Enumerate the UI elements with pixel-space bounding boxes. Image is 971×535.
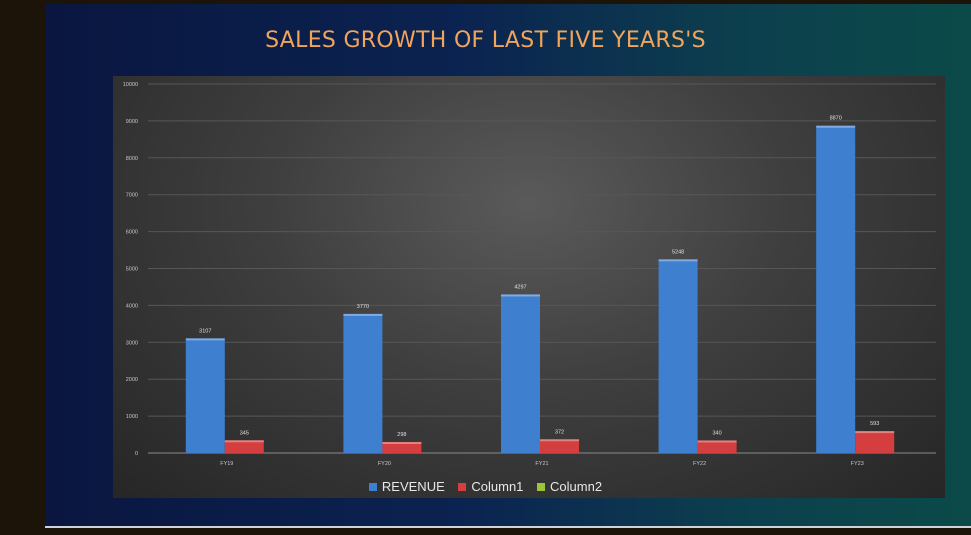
bar-revenue-fy22 xyxy=(658,259,698,453)
x-axis-ticks: FY19 FY20 FY21 FY22 FY23 xyxy=(220,461,864,467)
y-tick-label: 5000 xyxy=(126,267,138,273)
bar-highlight xyxy=(382,442,422,445)
legend-item-column1: Column1 xyxy=(458,479,523,494)
bar-column1-fy19 xyxy=(224,440,264,453)
x-tick-label: FY20 xyxy=(378,461,391,467)
bars xyxy=(185,125,895,454)
y-tick-label: 2000 xyxy=(126,377,138,383)
bar-column1-fy23 xyxy=(855,431,895,453)
bar-revenue-fy20 xyxy=(343,313,383,453)
bar-revenue-fy19 xyxy=(185,338,225,453)
bar-highlight xyxy=(343,313,383,316)
legend: REVENUE Column1 Column2 xyxy=(0,478,971,494)
legend-label-revenue: REVENUE xyxy=(381,479,445,495)
data-label: 340 xyxy=(713,430,722,436)
legend-label-column2: Column2 xyxy=(550,479,603,495)
data-label: 372 xyxy=(555,429,564,435)
chart-title: SALES GROWTH OF LAST FIVE YEARS'S xyxy=(265,28,706,53)
bar-column1-fy21 xyxy=(540,439,579,453)
bar-highlight xyxy=(540,439,579,442)
y-tick-label: 1000 xyxy=(126,414,138,420)
legend-item-revenue: REVENUE xyxy=(368,479,445,495)
y-tick-label: 3000 xyxy=(126,340,138,346)
data-labels: 3107 345 3770 298 4297 372 5248 340 8870 593 xyxy=(199,116,879,438)
y-tick-label: 0 xyxy=(135,451,138,457)
data-label: 345 xyxy=(240,430,249,436)
data-label: 8870 xyxy=(830,116,842,122)
slide-bottom-divider xyxy=(45,526,971,528)
data-label: 4297 xyxy=(514,284,526,290)
bar-column1-fy22 xyxy=(697,440,737,453)
x-tick-label: FY22 xyxy=(693,461,706,467)
data-label: 593 xyxy=(870,421,879,427)
bar-highlight xyxy=(855,431,895,434)
y-tick-label: 9000 xyxy=(126,119,138,125)
legend-swatch-column2 xyxy=(537,482,546,491)
bar-column1-fy20 xyxy=(382,442,422,453)
y-tick-label: 8000 xyxy=(126,156,138,162)
x-tick-label: FY19 xyxy=(220,461,233,467)
y-axis-ticks: 0 1000 2000 3000 4000 5000 6000 7000 8000 9000 100… xyxy=(123,82,138,457)
y-tick-label: 7000 xyxy=(126,193,138,199)
data-label: 3770 xyxy=(357,304,369,310)
data-label: 3107 xyxy=(199,328,211,334)
y-tick-label: 4000 xyxy=(126,303,138,309)
bar-highlight xyxy=(501,294,540,297)
legend-item-column2: Column2 xyxy=(537,479,602,494)
bar-revenue-fy21 xyxy=(501,294,540,453)
legend-swatch-column1 xyxy=(458,482,467,491)
gridlines xyxy=(148,83,936,454)
x-tick-label: FY23 xyxy=(851,461,864,467)
data-label: 298 xyxy=(397,432,406,438)
bar-highlight xyxy=(185,338,225,341)
data-label: 5248 xyxy=(672,249,684,255)
bar-revenue-fy23 xyxy=(816,125,856,454)
y-tick-label: 6000 xyxy=(126,230,138,236)
legend-label-column1: Column1 xyxy=(471,479,524,495)
x-tick-label: FY21 xyxy=(535,461,548,467)
y-tick-label: 10000 xyxy=(123,82,138,88)
bar-highlight xyxy=(816,125,856,128)
legend-swatch-revenue xyxy=(368,482,377,491)
bar-highlight xyxy=(658,259,698,262)
bar-highlight xyxy=(224,440,264,443)
bar-highlight xyxy=(697,440,737,443)
